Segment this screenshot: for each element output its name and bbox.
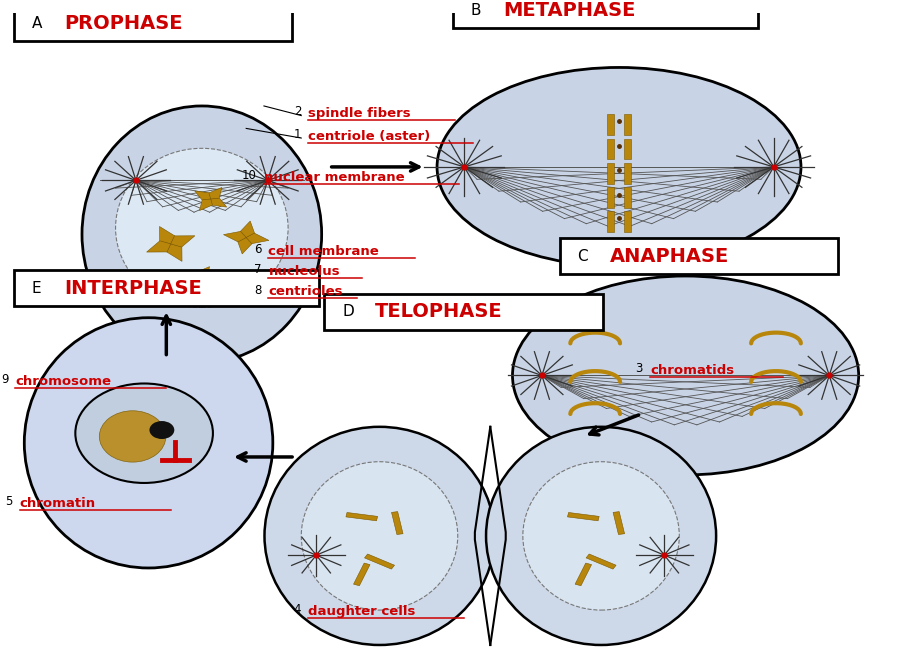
Text: 6: 6 <box>254 243 261 256</box>
Text: cell membrane: cell membrane <box>268 245 379 258</box>
Ellipse shape <box>512 276 859 475</box>
Text: 8: 8 <box>254 283 261 297</box>
Polygon shape <box>159 226 176 244</box>
Polygon shape <box>575 563 591 586</box>
Text: TELOPHASE: TELOPHASE <box>375 302 502 321</box>
Polygon shape <box>625 188 632 208</box>
Text: INTERPHASE: INTERPHASE <box>64 279 202 298</box>
Text: spindle fibers: spindle fibers <box>309 107 411 120</box>
Text: D: D <box>342 304 354 319</box>
Text: B: B <box>471 3 482 18</box>
Ellipse shape <box>115 148 288 308</box>
Ellipse shape <box>24 318 273 568</box>
Polygon shape <box>195 266 210 279</box>
Ellipse shape <box>265 427 495 645</box>
Polygon shape <box>238 237 252 254</box>
Text: A: A <box>32 16 41 31</box>
FancyBboxPatch shape <box>324 294 603 330</box>
Polygon shape <box>247 233 269 243</box>
Text: chromatin: chromatin <box>20 497 96 510</box>
Polygon shape <box>200 199 212 211</box>
Polygon shape <box>171 236 195 247</box>
Text: centrioles: centrioles <box>268 285 343 298</box>
Polygon shape <box>354 563 370 586</box>
Text: 9: 9 <box>1 373 8 386</box>
Polygon shape <box>607 138 614 159</box>
Ellipse shape <box>437 68 801 266</box>
Polygon shape <box>625 211 632 232</box>
Polygon shape <box>625 138 632 159</box>
Polygon shape <box>364 554 394 569</box>
Polygon shape <box>607 163 614 184</box>
Ellipse shape <box>82 106 321 363</box>
Ellipse shape <box>76 384 213 483</box>
Polygon shape <box>607 211 614 232</box>
Text: 3: 3 <box>635 362 643 375</box>
Ellipse shape <box>149 421 175 439</box>
Polygon shape <box>197 278 215 288</box>
Text: ANAPHASE: ANAPHASE <box>610 247 729 266</box>
FancyBboxPatch shape <box>453 0 759 28</box>
Text: chromosome: chromosome <box>15 375 112 388</box>
Text: PROPHASE: PROPHASE <box>64 14 183 33</box>
Text: nucleolus: nucleolus <box>268 265 340 278</box>
Ellipse shape <box>302 462 458 610</box>
Polygon shape <box>223 232 247 242</box>
Polygon shape <box>586 554 616 569</box>
Polygon shape <box>625 163 632 184</box>
Polygon shape <box>185 279 199 292</box>
Ellipse shape <box>523 462 680 610</box>
Polygon shape <box>607 188 614 208</box>
Text: nuclear membrane: nuclear membrane <box>264 171 405 184</box>
FancyBboxPatch shape <box>14 270 319 306</box>
Text: chromatids: chromatids <box>650 364 734 377</box>
Polygon shape <box>180 270 197 281</box>
Polygon shape <box>613 512 625 535</box>
Polygon shape <box>166 244 182 261</box>
Polygon shape <box>147 241 171 252</box>
Polygon shape <box>346 512 378 521</box>
Text: E: E <box>32 281 41 296</box>
Polygon shape <box>625 114 632 135</box>
Polygon shape <box>211 197 227 207</box>
Text: 1: 1 <box>293 128 302 140</box>
Ellipse shape <box>99 411 166 462</box>
Text: 10: 10 <box>242 169 256 182</box>
Ellipse shape <box>486 427 716 645</box>
FancyBboxPatch shape <box>560 238 838 274</box>
Text: METAPHASE: METAPHASE <box>504 1 636 20</box>
Polygon shape <box>209 188 222 199</box>
Polygon shape <box>568 512 599 521</box>
FancyBboxPatch shape <box>14 5 292 41</box>
Text: 4: 4 <box>293 603 302 616</box>
Text: daughter cells: daughter cells <box>309 605 416 618</box>
Text: centriole (aster): centriole (aster) <box>309 129 430 142</box>
Text: 7: 7 <box>254 263 261 276</box>
Text: C: C <box>577 249 588 264</box>
Polygon shape <box>392 512 403 535</box>
Text: 2: 2 <box>293 105 302 118</box>
Text: 5: 5 <box>5 495 13 508</box>
Polygon shape <box>607 114 614 135</box>
Polygon shape <box>240 221 255 237</box>
Polygon shape <box>194 191 211 200</box>
